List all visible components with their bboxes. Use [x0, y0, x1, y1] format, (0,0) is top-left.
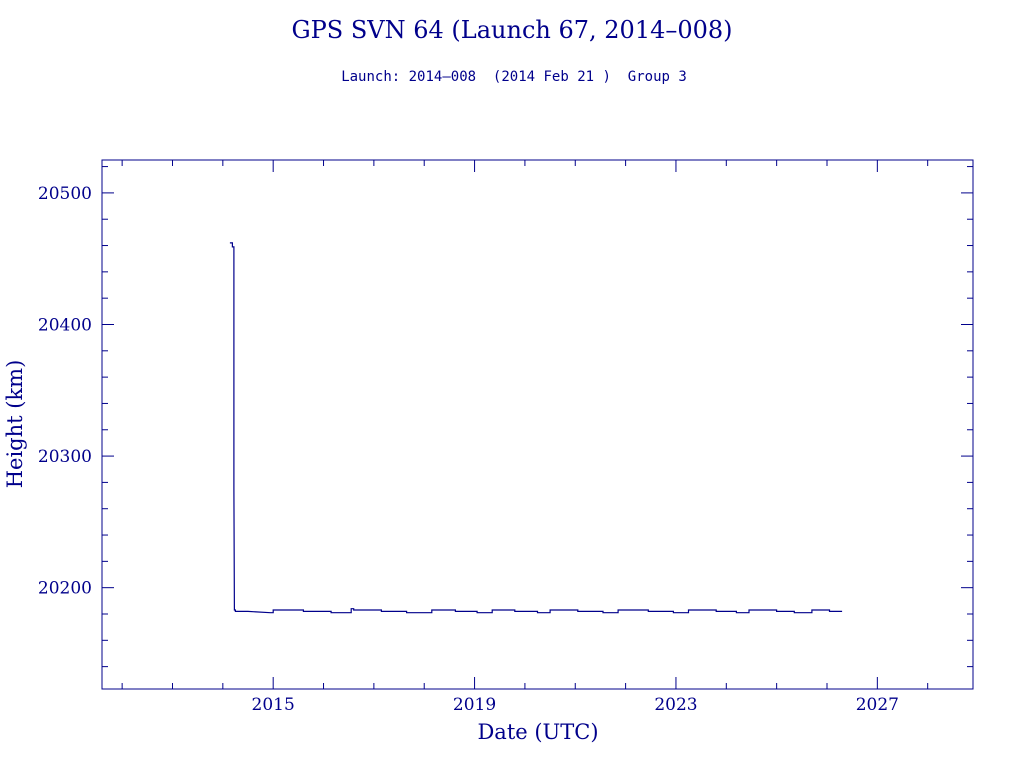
y-tick-label: 20200: [38, 579, 92, 599]
x-tick-label: 2015: [252, 695, 295, 715]
chart-title: GPS SVN 64 (Launch 67, 2014–008): [291, 16, 732, 44]
y-tick-label: 20300: [38, 447, 92, 467]
x-tick-label: 2019: [453, 695, 496, 715]
y-tick-labels: 20200 20300 20400 20500: [38, 184, 92, 599]
height-series-line: [229, 242, 843, 614]
axis-ticks: [102, 160, 973, 689]
y-tick-label: 20400: [38, 315, 92, 335]
x-tick-labels: 2015 2019 2023 2027: [252, 695, 899, 715]
y-axis-label: Height (km): [3, 360, 27, 489]
plot-frame: [101, 159, 974, 690]
x-tick-label: 2027: [856, 695, 899, 715]
y-tick-label: 20500: [38, 184, 92, 204]
x-tick-label: 2023: [654, 695, 697, 715]
chart-subtitle: Launch: 2014–008 (2014 Feb 21 ) Group 3: [341, 69, 687, 85]
x-axis-label: Date (UTC): [477, 720, 598, 744]
